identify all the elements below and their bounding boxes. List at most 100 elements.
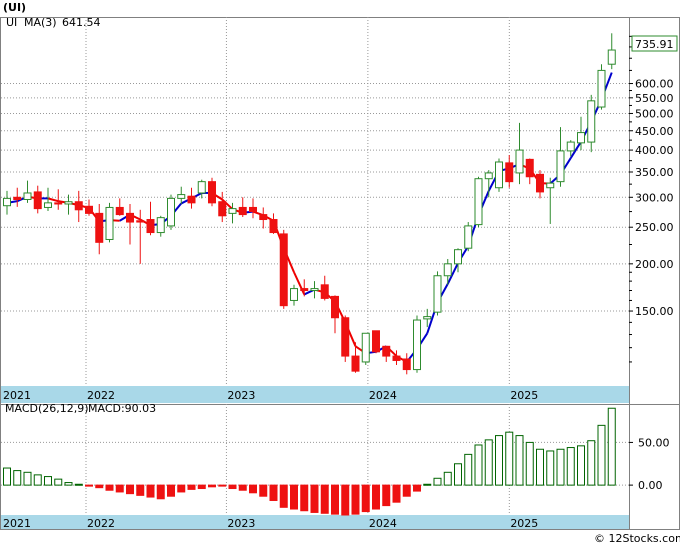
candle [177,186,186,204]
macd-bar [484,439,493,486]
macd-bar [146,484,155,498]
candle [556,127,565,187]
candle-body [341,317,350,357]
candle [392,350,401,365]
candle-body [259,214,268,221]
candle-body [443,263,452,277]
candle [331,295,339,334]
macd-year-label: 2023 [227,517,255,530]
macd-bar [433,477,442,486]
candle [423,308,432,328]
candle-body [54,202,63,205]
candle-body [392,355,401,361]
macd-bar [167,484,175,497]
candle-body [454,249,462,265]
candle [536,170,544,199]
candle-body [577,132,585,144]
candle-body [218,201,227,217]
price-tick-label: 150.00 [635,305,674,318]
macd-bar [525,441,534,486]
macd-bar [259,484,268,497]
candle-body [310,288,319,292]
macd-bar [187,484,196,490]
macd-bar [95,484,104,489]
macd-bar [300,484,309,512]
candle-body [85,205,93,214]
macd-bar [361,484,370,513]
candle [402,353,411,375]
last-price-tag-box [631,35,678,52]
candle-body [115,206,124,216]
macd-bar [372,484,380,510]
candle [13,187,22,207]
price-year-label: 2025 [510,389,538,402]
macd-bar [208,484,216,488]
macd-bar [382,484,391,507]
candle [228,202,237,224]
candle-body [402,358,411,371]
candle [126,203,134,245]
macd-bar [597,424,606,486]
macd-date-axis-band [1,515,629,529]
candle [505,155,514,188]
candle-body [464,225,473,249]
macd-bar [197,484,206,490]
candle [290,284,298,306]
macd-bar [279,484,288,508]
candle-body [167,197,175,227]
macd-title: MACD(26,12,9) [5,402,89,415]
candle [433,271,442,316]
candle [413,315,421,373]
macd-bar [3,467,11,486]
candle-body [208,181,216,204]
candle [341,315,350,362]
macd-bar [423,483,432,486]
macd-bar [64,482,73,486]
candle-body [238,206,247,216]
candle [474,176,483,228]
candle [156,215,165,237]
price-tick-label: 250.00 [635,221,674,234]
candle-body [484,172,493,180]
candle [443,258,452,285]
macd-bar [54,478,63,486]
macd-tick-label: 0.00 [638,479,663,492]
price-tick-label: 350.00 [635,166,674,179]
candle-body [74,201,83,211]
candle [546,177,555,224]
price-tick-label: 300.00 [635,191,674,204]
macd-bar [269,484,278,501]
candle-body [13,196,22,200]
macd-tick-label: 50.00 [638,436,670,449]
watermark: © 12Stocks.com [594,532,680,545]
macd-bar [402,484,411,497]
macd-year-label: 2025 [510,517,538,530]
candle [23,180,32,203]
candle [454,248,462,273]
candle [310,281,319,299]
candle-body [607,49,616,65]
candle [115,198,124,216]
macd-bar [85,484,93,487]
candle [208,177,216,207]
candle-body [197,181,206,194]
candle [238,197,247,218]
candle-body [146,219,155,234]
candle-body [433,275,442,313]
candle-body [597,69,606,108]
price-date-axis-band [1,386,629,403]
candle [259,207,268,229]
macd-bar [126,484,134,495]
candle-body [505,162,514,183]
legend-ma-label: MA(3) [24,16,57,29]
macd-bar [105,484,114,491]
candle [587,94,596,153]
candle-body [177,194,186,199]
price-panel-frame [0,17,680,405]
candle-body [44,202,52,208]
candle [484,170,493,198]
candle-body [372,330,380,353]
macd-bar [156,484,165,500]
candle-body [382,345,391,357]
candle [218,191,227,223]
